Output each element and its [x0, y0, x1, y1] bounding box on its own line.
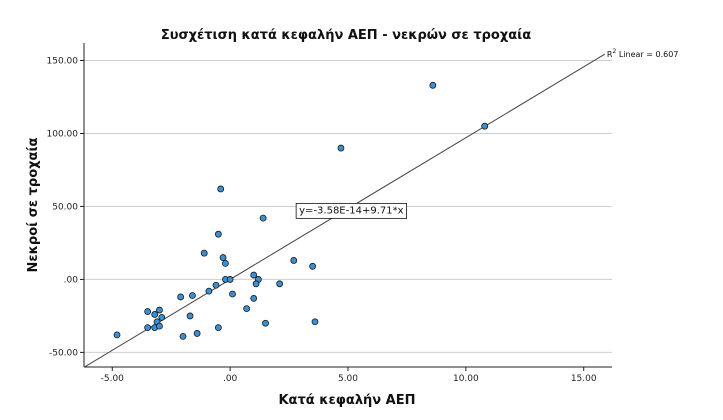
x-tick-label: 5.00	[338, 374, 358, 384]
y-tick-label: 100.00	[47, 129, 79, 139]
x-tick-label: 15.00	[571, 374, 597, 384]
data-point	[186, 312, 194, 320]
data-point	[243, 305, 251, 313]
data-point	[113, 331, 121, 339]
data-point	[311, 318, 319, 326]
data-point	[158, 313, 166, 321]
r-squared-superscript: 2	[612, 48, 616, 55]
y-tick-label: -50.00	[49, 348, 78, 358]
data-point	[151, 311, 159, 318]
data-point	[250, 295, 258, 302]
data-point	[214, 324, 222, 331]
data-point	[189, 292, 196, 299]
r-squared-label: R2 Linear = 0.607	[607, 48, 679, 59]
data-point	[481, 122, 489, 130]
data-point	[214, 230, 222, 238]
data-point	[156, 306, 163, 314]
x-axis-label: Κατά κεφαλήν ΑΕΠ	[278, 393, 415, 408]
data-point	[429, 81, 437, 89]
data-point	[259, 214, 267, 222]
data-point	[177, 293, 185, 301]
data-point	[222, 259, 229, 267]
data-point	[290, 257, 298, 264]
data-point	[252, 280, 260, 288]
x-tick-label: -5.00	[101, 374, 125, 384]
data-point	[205, 287, 213, 295]
data-point	[262, 319, 269, 327]
y-tick-label: .00	[64, 275, 79, 285]
data-point	[226, 276, 234, 283]
x-tick-label: .00	[223, 374, 238, 384]
r-squared-prefix: R	[607, 50, 613, 59]
equation-box-border	[295, 202, 408, 219]
y-axis-label: Νεκροί σε τροχαία	[26, 137, 41, 272]
data-point	[219, 254, 227, 261]
r-squared-value: Linear = 0.607	[616, 50, 678, 59]
x-tick-label: 10.00	[453, 374, 479, 384]
data-point	[229, 290, 236, 298]
chart-title: Συσχέτιση κατά κεφαλήν ΑΕΠ - νεκρών σε τ…	[161, 28, 531, 43]
data-point	[156, 322, 163, 330]
data-point	[179, 332, 187, 340]
data-point	[144, 308, 152, 315]
y-tick-label: 150.00	[47, 57, 79, 67]
data-point	[250, 271, 258, 279]
y-tick-label: 50.00	[52, 202, 78, 212]
equation-label: y=-3.58E-14+9.71*x	[299, 205, 403, 216]
equation-annotation: y=-3.58E-14+9.71*x	[295, 202, 408, 219]
data-point	[212, 281, 220, 289]
data-point	[337, 144, 345, 152]
data-point	[193, 330, 201, 337]
data-point	[276, 280, 284, 288]
data-point	[309, 262, 317, 270]
data-point	[200, 249, 208, 257]
data-points	[113, 81, 489, 340]
data-point	[144, 324, 152, 331]
tick-labels: -50.00 .00 50.00 100.00 150.00 -5.00 .00 5.00 10…	[47, 57, 597, 384]
data-point	[217, 185, 225, 193]
